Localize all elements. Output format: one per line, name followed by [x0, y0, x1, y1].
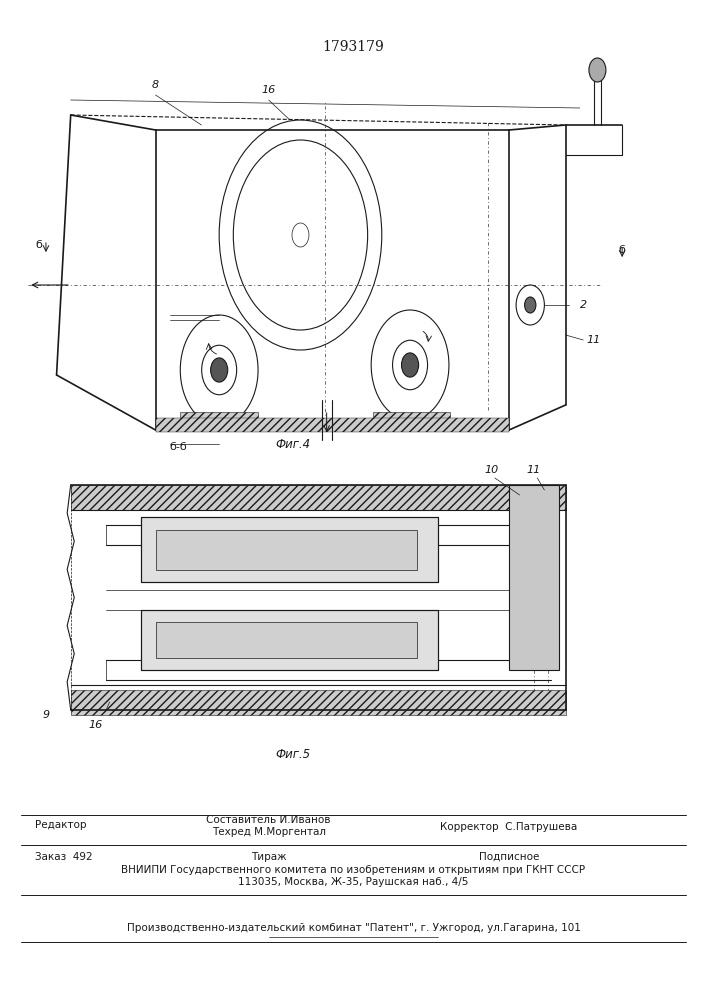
Text: ВНИИПИ Государственного комитета по изобретениям и открытиям при ГКНТ СССР: ВНИИПИ Государственного комитета по изоб… — [122, 865, 585, 875]
Circle shape — [211, 358, 228, 382]
Bar — [141, 517, 438, 582]
Bar — [156, 622, 417, 658]
Text: 113035, Москва, Ж-35, Раушская наб., 4/5: 113035, Москва, Ж-35, Раушская наб., 4/5 — [238, 877, 469, 887]
Text: 1793179: 1793179 — [322, 40, 385, 54]
Text: Фиг.4: Фиг.4 — [276, 438, 311, 452]
Text: 16: 16 — [262, 85, 276, 95]
Text: 10: 10 — [484, 465, 498, 475]
Circle shape — [525, 297, 536, 313]
Bar — [141, 610, 438, 670]
Bar — [509, 485, 559, 670]
Text: Редактор: Редактор — [35, 820, 87, 830]
Text: Производственно-издательский комбинат "Патент", г. Ужгород, ул.Гагарина, 101: Производственно-издательский комбинат "П… — [127, 923, 580, 933]
Bar — [156, 418, 509, 432]
Text: Подписное: Подписное — [479, 852, 539, 862]
Text: б-б: б-б — [170, 442, 187, 452]
Circle shape — [402, 353, 419, 377]
Bar — [156, 530, 417, 570]
Text: Тираж: Тираж — [251, 852, 286, 862]
Text: Корректор  С.Патрушева: Корректор С.Патрушева — [440, 822, 578, 832]
Text: б: б — [35, 240, 42, 250]
Text: 8: 8 — [152, 80, 159, 90]
Text: Составитель И.Иванов: Составитель И.Иванов — [206, 815, 331, 825]
Text: 16: 16 — [88, 720, 103, 730]
Text: б: б — [619, 245, 626, 255]
Text: 2: 2 — [580, 300, 587, 310]
Text: 11: 11 — [527, 465, 541, 475]
Bar — [180, 412, 258, 430]
Circle shape — [589, 58, 606, 82]
Bar — [71, 485, 566, 510]
Text: Техред М.Моргентал: Техред М.Моргентал — [211, 827, 326, 837]
Text: 11: 11 — [587, 335, 601, 345]
Text: Фиг.5: Фиг.5 — [276, 748, 311, 762]
Bar — [71, 690, 566, 715]
Bar — [373, 412, 450, 430]
Text: Заказ  492: Заказ 492 — [35, 852, 93, 862]
Text: 9: 9 — [42, 710, 49, 720]
